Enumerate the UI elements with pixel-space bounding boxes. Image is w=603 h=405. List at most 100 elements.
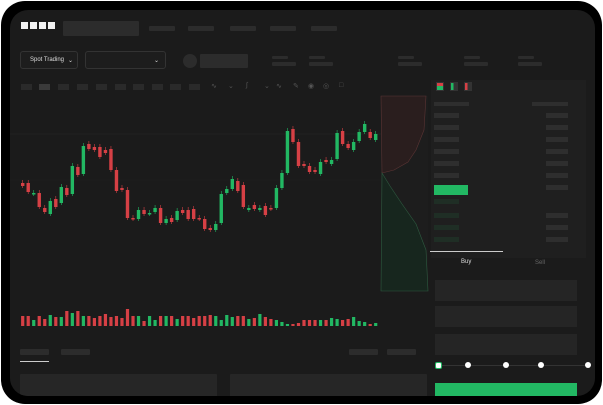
nav-item[interactable] (149, 26, 175, 31)
candle (109, 149, 113, 170)
stat-label (464, 56, 480, 59)
tab-sell[interactable]: Sell (535, 260, 546, 266)
slider-track[interactable] (438, 365, 588, 366)
bid-size (546, 213, 568, 218)
volume-bar (291, 324, 295, 326)
volume-bar (341, 320, 345, 326)
orderbook-header (532, 102, 568, 106)
candle (87, 144, 91, 149)
draw-icon[interactable]: ✎ (293, 83, 299, 90)
candle (76, 167, 80, 175)
tab-open-orders[interactable] (20, 349, 49, 355)
candle (26, 183, 30, 192)
interval-button[interactable] (189, 84, 200, 90)
interval-button[interactable] (170, 84, 181, 90)
volume-bar (230, 317, 234, 326)
chevron-down-icon[interactable]: ⌄ (228, 83, 234, 90)
candle (125, 190, 130, 218)
tab-history[interactable] (61, 349, 90, 355)
candle (203, 219, 207, 229)
candle (258, 208, 262, 210)
search-bar[interactable] (63, 21, 139, 36)
bid-price (434, 237, 459, 242)
settings-icon[interactable]: ◎ (323, 83, 330, 90)
candle (329, 160, 334, 164)
nav-item[interactable] (230, 26, 256, 31)
volume-bar (164, 316, 168, 326)
slider-mark[interactable] (538, 362, 544, 368)
bid-size (546, 237, 568, 242)
volume-bar (247, 319, 251, 326)
candle (136, 210, 141, 219)
interval-button[interactable] (115, 84, 126, 90)
interval-button[interactable] (21, 84, 32, 90)
volume-bar (81, 316, 85, 326)
candle (285, 131, 290, 173)
total-input[interactable] (435, 334, 577, 355)
interval-button[interactable] (152, 84, 163, 90)
buy-tab-underline (430, 251, 503, 252)
candle (32, 193, 36, 195)
slider-mark[interactable] (585, 362, 591, 368)
pair-select[interactable]: ⌄ (85, 51, 166, 69)
pair-icon (183, 54, 197, 68)
amount-input[interactable] (435, 306, 577, 327)
nav-item[interactable] (270, 26, 296, 31)
slider-handle[interactable] (435, 362, 442, 369)
market-select[interactable]: Spot Trading ⌄ (20, 51, 78, 69)
line-icon[interactable]: ∿ (276, 83, 282, 90)
candle (252, 205, 257, 209)
slider-mark[interactable] (503, 362, 509, 368)
tab-buy[interactable]: Buy (461, 259, 472, 265)
volume-bar (346, 319, 350, 326)
filter-button[interactable] (349, 349, 378, 355)
interval-button[interactable] (96, 84, 107, 90)
ask-size (546, 161, 568, 166)
candle (153, 208, 157, 212)
nav-item[interactable] (188, 26, 214, 31)
nav-item[interactable] (311, 26, 337, 31)
orderbook-both-icon[interactable] (436, 82, 444, 91)
stat-label (398, 56, 414, 59)
bid-price (434, 199, 459, 204)
filter-button[interactable] (387, 349, 416, 355)
candlestick-chart[interactable] (10, 10, 595, 396)
volume-bar (186, 316, 190, 326)
ask-price (434, 137, 459, 142)
price-input[interactable] (435, 280, 577, 301)
orderbook-bids-icon[interactable] (450, 82, 458, 91)
candle (186, 210, 190, 219)
stat-label (518, 56, 534, 59)
interval-button[interactable] (133, 84, 144, 90)
volume-bar (114, 316, 119, 326)
volume-bar (175, 319, 179, 326)
volume-bar (98, 316, 102, 326)
orderbook-asks-icon[interactable] (464, 82, 472, 91)
camera-icon[interactable]: ◉ (308, 83, 315, 90)
volume-bar (26, 316, 30, 326)
candle (219, 194, 223, 223)
volume-bar (296, 323, 301, 326)
candle (142, 210, 146, 214)
volume-bar (43, 319, 47, 326)
volume-bar (54, 317, 58, 326)
volume-bar (142, 321, 146, 326)
volume-bar (274, 320, 279, 326)
candle (357, 132, 361, 141)
fullscreen-icon[interactable]: □ (339, 82, 344, 89)
indicator-icon[interactable]: ∫ (246, 82, 248, 89)
panel-card (20, 374, 217, 396)
chevron-down-icon[interactable]: ⌄ (264, 83, 270, 90)
volume-bar (103, 314, 108, 326)
buy-button[interactable] (435, 383, 577, 396)
volume-bar (357, 321, 361, 326)
candle (280, 173, 284, 188)
interval-button[interactable] (77, 84, 88, 90)
chevron-down-icon: ⌄ (153, 57, 159, 64)
interval-button[interactable] (58, 84, 69, 90)
slider-mark[interactable] (465, 362, 471, 368)
candle (48, 201, 52, 214)
candle-type-icon[interactable]: ∿ (211, 83, 217, 90)
interval-button[interactable] (39, 84, 50, 90)
bid-price (434, 213, 459, 218)
